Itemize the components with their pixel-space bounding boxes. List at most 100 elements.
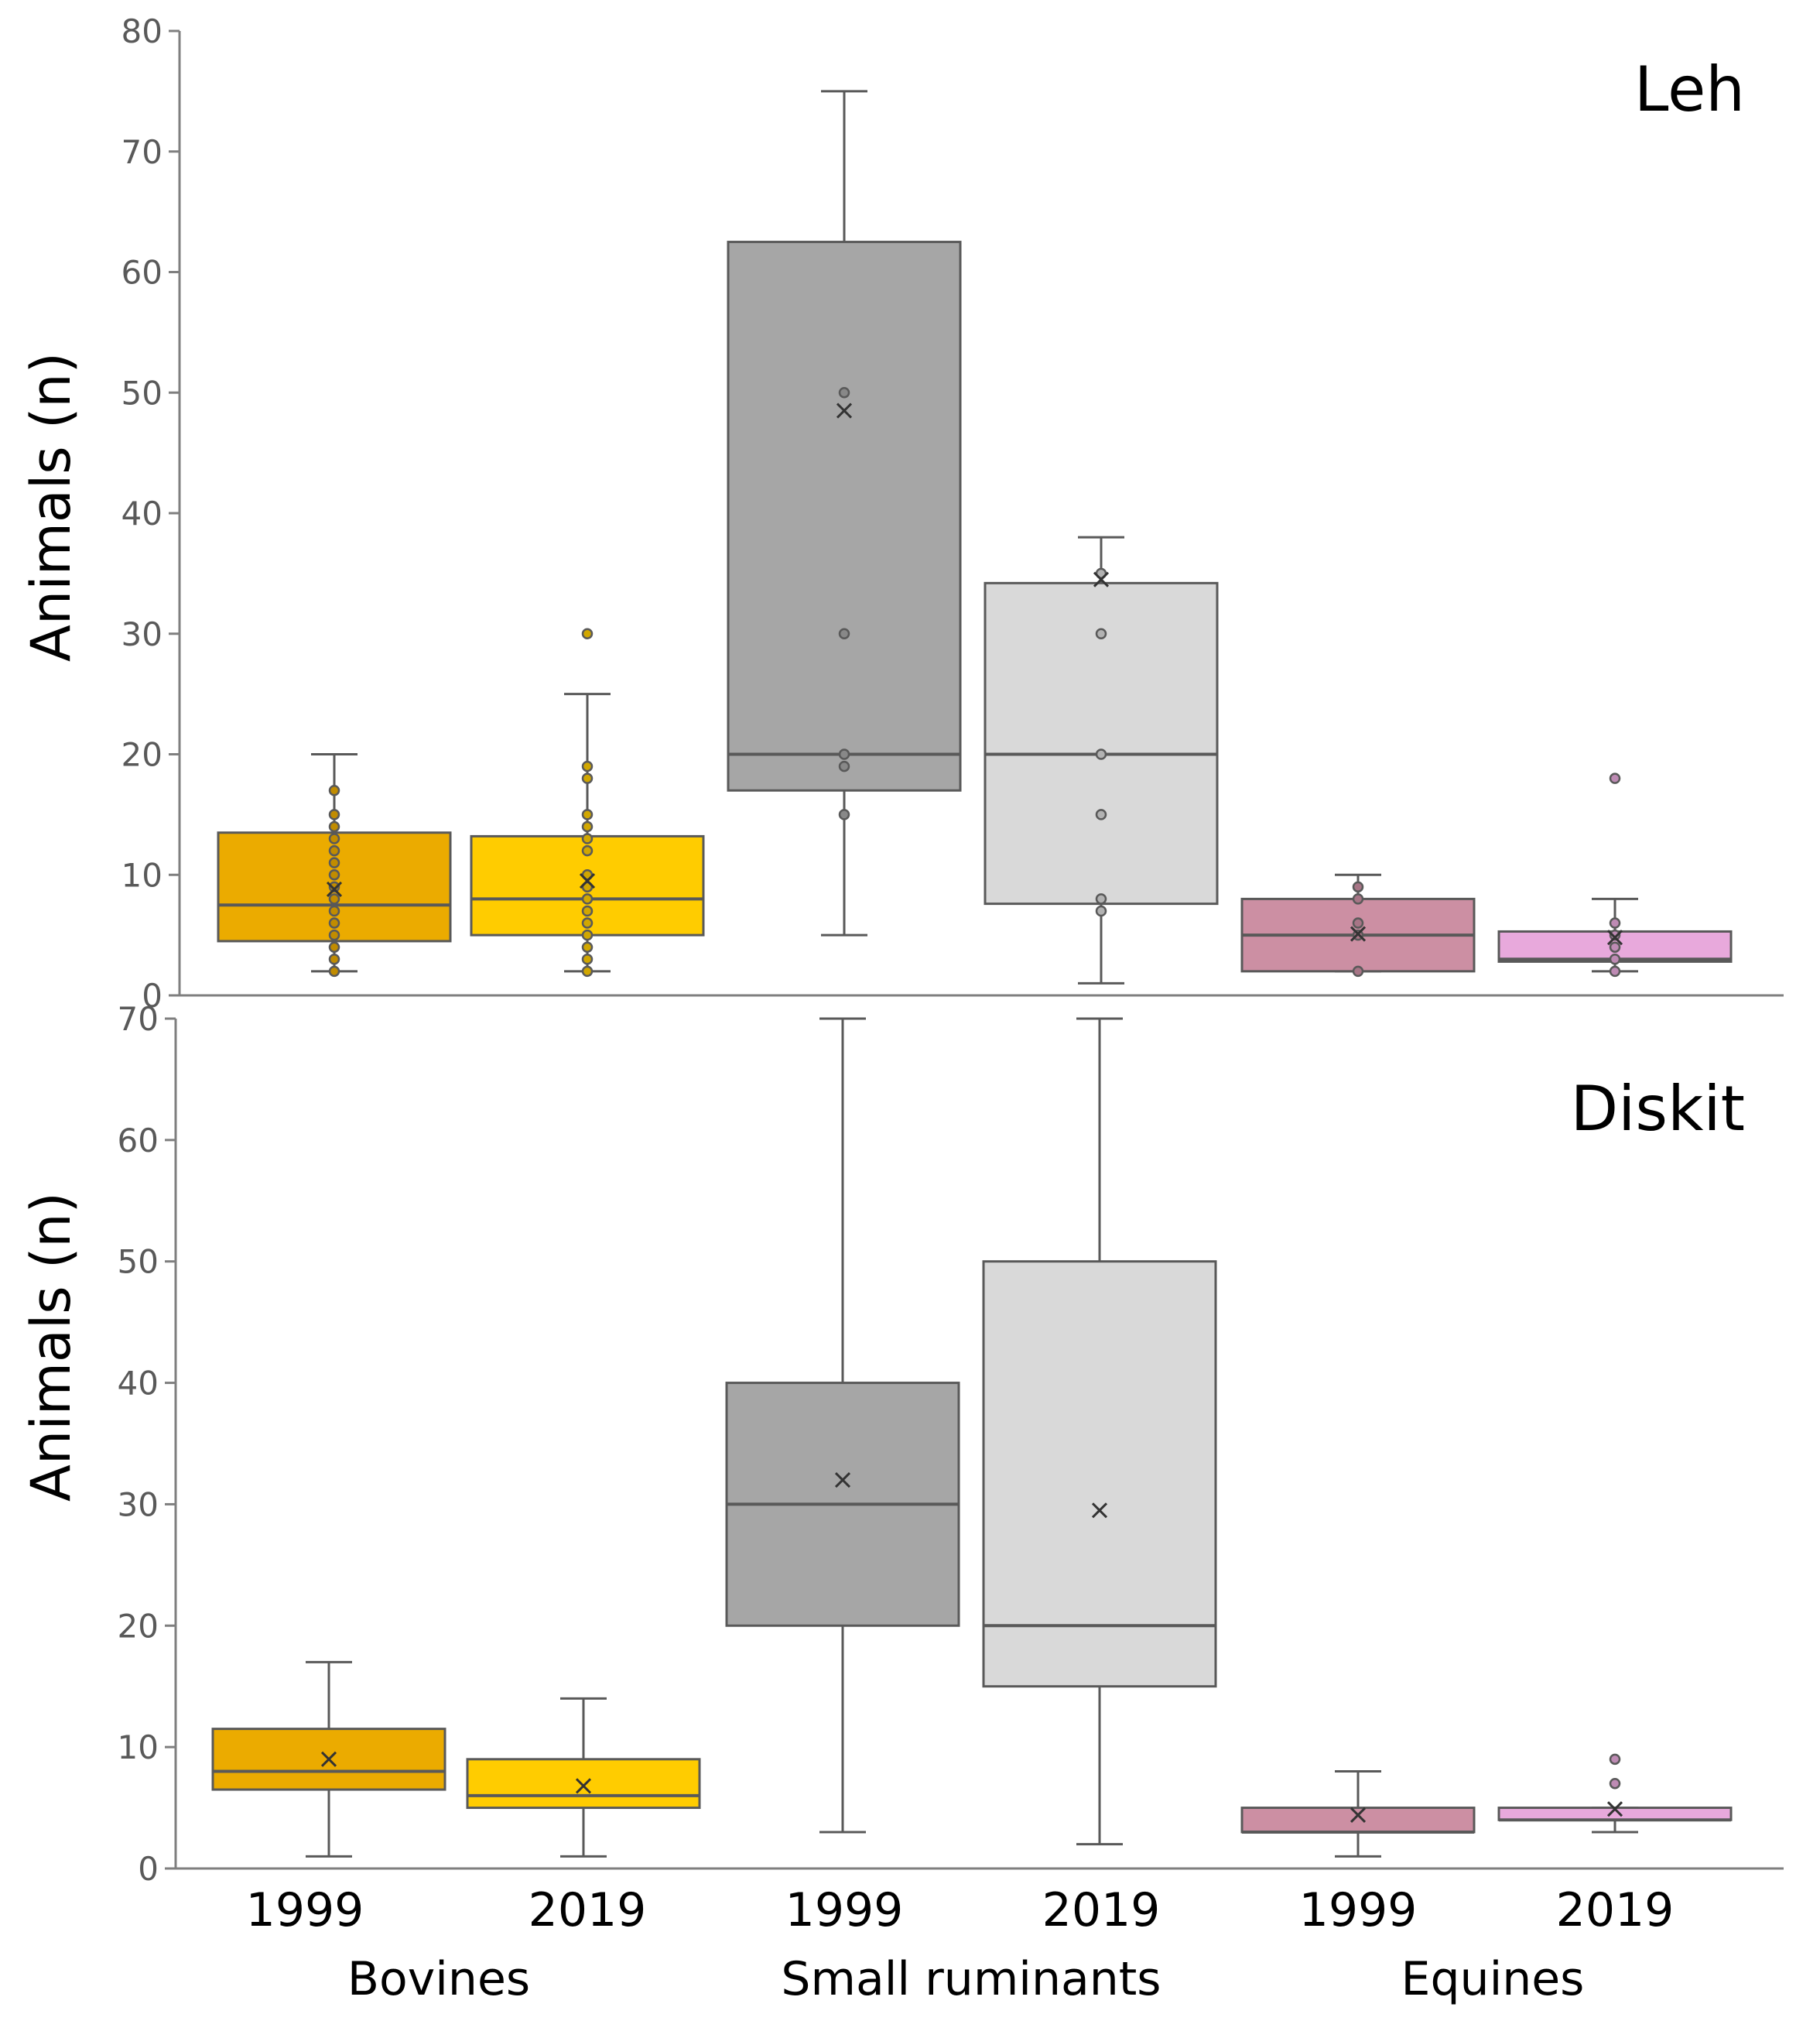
diskit-small-ruminants-2019-box xyxy=(982,1260,1217,1688)
leh-small-ruminants-1999-mean-marker xyxy=(836,402,853,419)
diskit-bovines-1999-boxplot xyxy=(211,1660,446,1858)
diskit-y-tick-label-30: 30 xyxy=(118,1485,159,1523)
diskit-equines-1999-box xyxy=(1240,1807,1476,1834)
category-label-bovines: Bovines xyxy=(347,1952,530,2006)
diskit-bovines-2019-mean-stroke-b xyxy=(575,1778,592,1794)
leh-equines-1999-point-2 xyxy=(1352,917,1364,929)
leh-small-ruminants-1999-point-3 xyxy=(838,628,850,639)
leh-equines-1999-mean-stroke-b xyxy=(1350,926,1367,942)
year-label-equines-1999: 1999 xyxy=(1299,1883,1418,1937)
leh-y-tick-label-10: 10 xyxy=(121,856,162,894)
diskit-y-tick-label-10: 10 xyxy=(118,1728,159,1766)
category-label-equines: Equines xyxy=(1401,1952,1585,2006)
category-label-small-ruminants: Small ruminants xyxy=(781,1952,1161,2006)
leh-small-ruminants-2019-point-4 xyxy=(1095,628,1107,639)
year-label-bovines-1999: 1999 xyxy=(246,1883,364,1937)
leh-panel-label: Leh xyxy=(1634,53,1745,125)
leh-small-ruminants-2019-point-1 xyxy=(1095,893,1107,905)
leh-equines-2019-point-2 xyxy=(1609,941,1621,953)
diskit-small-ruminants-1999-mean-marker xyxy=(834,1471,851,1488)
leh-bovines-2019-boxplot xyxy=(470,628,705,978)
diskit-equines-1999-mean-marker xyxy=(1350,1807,1367,1824)
leh-bovines-1999-point-12 xyxy=(328,820,340,833)
diskit-y-tick-label-60: 60 xyxy=(118,1122,159,1159)
leh-small-ruminants-2019-point-3 xyxy=(1095,748,1107,760)
leh-y-tick-label-20: 20 xyxy=(121,736,162,774)
diskit-equines-2019-point-0 xyxy=(1609,1777,1621,1790)
leh-bovines-1999-point-10 xyxy=(328,844,340,857)
leh-small-ruminants-2019-boxplot xyxy=(984,536,1219,985)
diskit-bovines-2019-box xyxy=(466,1758,701,1810)
leh-bovines-1999-point-7 xyxy=(328,881,340,893)
leh-bovines-1999-point-1 xyxy=(328,954,340,965)
diskit-boxes xyxy=(211,1017,1733,1858)
leh-bovines-1999-point-5 xyxy=(328,905,340,917)
diskit-y-tick-label-70: 70 xyxy=(118,1000,159,1038)
diskit-equines-2019-mean-stroke-b xyxy=(1606,1801,1623,1817)
leh-bovines-2019-point-0 xyxy=(581,965,594,978)
leh-small-ruminants-1999-box xyxy=(727,241,962,792)
leh-small-ruminants-1999-point-2 xyxy=(838,748,850,760)
leh-bovines-2019-point-1 xyxy=(581,954,594,965)
leh-y-tick-label-0: 0 xyxy=(142,977,162,1015)
leh-bovines-1999-point-2 xyxy=(328,941,340,953)
leh-bovines-2019-point-9 xyxy=(581,844,594,857)
leh-bovines-1999-point-8 xyxy=(328,869,340,881)
leh-panel: 0 10 20 30 40 50 60 70 80 Animals (n) Leh xyxy=(19,12,1784,1015)
diskit-bovines-1999-mean-stroke-b xyxy=(320,1751,337,1767)
leh-small-ruminants-1999-point-4 xyxy=(838,387,850,399)
leh-bovines-1999-point-3 xyxy=(328,929,340,941)
diskit-small-ruminants-2019-boxplot xyxy=(982,1017,1217,1846)
leh-bovines-1999-point-14 xyxy=(328,784,340,796)
leh-bovines-2019-point-12 xyxy=(581,809,594,820)
leh-bovines-2019-point-4 xyxy=(581,917,594,929)
leh-bovines-1999-boxplot xyxy=(217,753,452,978)
leh-bovines-2019-point-3 xyxy=(581,929,594,941)
diskit-bovines-2019-boxplot xyxy=(466,1697,701,1858)
leh-bovines-1999-point-6 xyxy=(328,893,340,905)
leh-y-ticks: 0 10 20 30 40 50 60 70 80 xyxy=(121,12,180,1015)
diskit-y-tick-label-0: 0 xyxy=(138,1850,159,1888)
diskit-y-tick-label-20: 20 xyxy=(118,1607,159,1645)
leh-bovines-1999-point-13 xyxy=(328,809,340,820)
leh-y-tick-label-70: 70 xyxy=(121,133,162,171)
leh-y-tick-label-50: 50 xyxy=(121,374,162,412)
diskit-small-ruminants-2019-mean-marker xyxy=(1091,1502,1108,1519)
leh-y-tick-label-80: 80 xyxy=(121,12,162,50)
x-axis-labels: 1999 2019 1999 2019 1999 2019 Bovines Sm… xyxy=(246,1883,1675,2006)
leh-bovines-2019-point-13 xyxy=(581,772,594,784)
leh-equines-2019-mean-marker xyxy=(1606,930,1623,946)
diskit-equines-2019-boxplot xyxy=(1497,1753,1733,1834)
diskit-y-ticks: 0 10 20 30 40 50 60 70 xyxy=(118,1000,176,1888)
diskit-panel-label: Diskit xyxy=(1571,1073,1745,1145)
leh-bovines-1999-point-0 xyxy=(328,965,340,978)
year-label-small-ruminants-2019: 2019 xyxy=(1042,1883,1161,1937)
leh-small-ruminants-1999-boxplot xyxy=(727,90,962,937)
leh-bovines-2019-point-11 xyxy=(581,820,594,833)
leh-equines-2019-point-0 xyxy=(1609,965,1621,978)
leh-small-ruminants-1999-mean-stroke-b xyxy=(836,402,853,419)
leh-small-ruminants-1999-point-0 xyxy=(838,809,850,820)
leh-equines-2019-point-1 xyxy=(1609,954,1621,965)
year-label-equines-2019: 2019 xyxy=(1556,1883,1675,1937)
leh-equines-2019-boxplot xyxy=(1497,772,1733,978)
leh-equines-2019-mean-stroke-b xyxy=(1606,930,1623,946)
leh-bovines-2019-mean-marker xyxy=(579,872,596,889)
diskit-bovines-1999-mean-marker xyxy=(320,1751,337,1767)
diskit-y-tick-label-50: 50 xyxy=(118,1243,159,1281)
diskit-small-ruminants-2019-mean-stroke-b xyxy=(1091,1502,1108,1519)
leh-bovines-1999-point-11 xyxy=(328,833,340,844)
leh-small-ruminants-2019-mean-marker xyxy=(1093,571,1110,587)
year-label-bovines-2019: 2019 xyxy=(529,1883,647,1937)
leh-equines-1999-mean-marker xyxy=(1350,926,1367,942)
leh-equines-1999-point-3 xyxy=(1352,893,1364,905)
diskit-y-tick-label-40: 40 xyxy=(118,1365,159,1403)
leh-bovines-2019-point-14 xyxy=(581,760,594,772)
leh-equines-1999-boxplot xyxy=(1240,873,1476,978)
leh-bovines-1999-mean-stroke-b xyxy=(326,881,343,898)
leh-bovines-2019-point-2 xyxy=(581,941,594,953)
leh-y-axis-label: Animals (n) xyxy=(19,352,83,662)
leh-y-tick-label-60: 60 xyxy=(121,254,162,292)
leh-bovines-2019-point-5 xyxy=(581,905,594,917)
